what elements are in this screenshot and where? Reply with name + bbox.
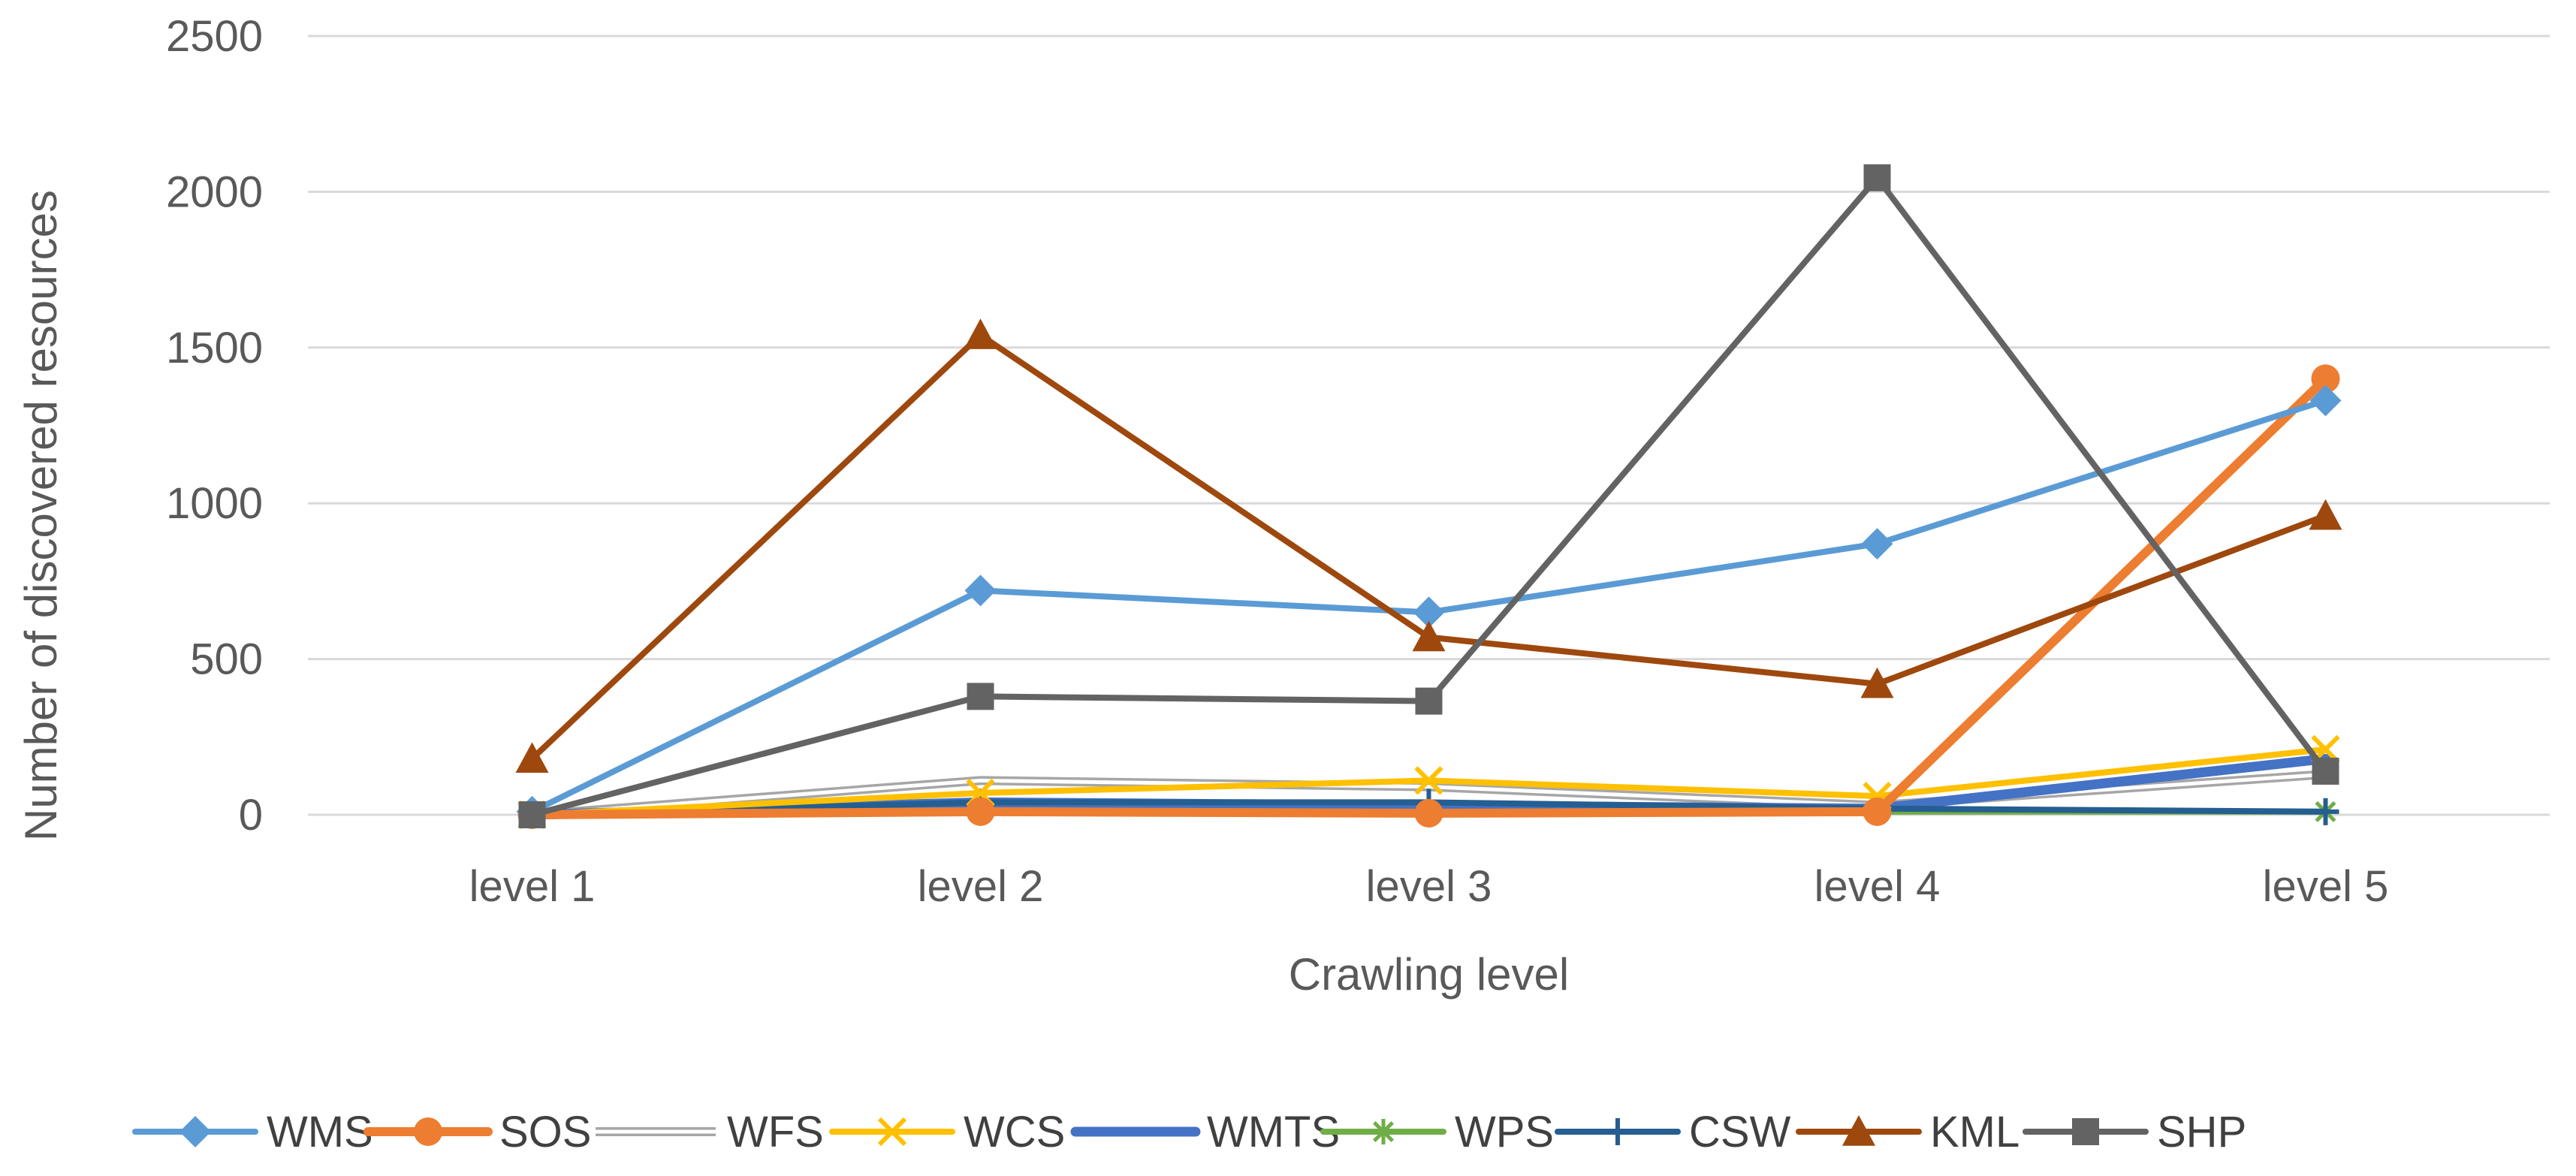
- y-axis-title: Number of discovered resources: [16, 190, 66, 841]
- data-point-marker: [1414, 798, 1443, 828]
- legend-item-wfs: WFS: [596, 1108, 824, 1156]
- series-kml: [515, 318, 2342, 773]
- data-point-marker: [414, 1117, 442, 1146]
- y-tick-label: 0: [239, 791, 263, 840]
- data-point-marker: [2072, 1118, 2099, 1145]
- legend-item-wms: WMS: [132, 1108, 373, 1156]
- x-axis-title: Crawling level: [1289, 949, 1569, 1000]
- data-point-marker: [1863, 164, 1891, 191]
- data-point-marker: [1412, 620, 1446, 652]
- data-point-marker: [1372, 1119, 1395, 1144]
- data-point-marker: [1861, 528, 1893, 560]
- data-point-marker: [2312, 757, 2339, 785]
- y-tick-label: 1500: [166, 324, 263, 372]
- legend-label: CSW: [1689, 1108, 1791, 1156]
- data-point-marker: [518, 801, 546, 828]
- data-point-marker: [877, 1117, 907, 1147]
- legend-label: WPS: [1455, 1108, 1554, 1156]
- data-point-marker: [2309, 499, 2342, 530]
- series-lines: [515, 164, 2342, 830]
- y-tick-labels: 0 500 1000 1500 2000 2500: [166, 12, 263, 840]
- data-point-marker: [1842, 1115, 1875, 1146]
- data-point-marker: [964, 318, 997, 349]
- legend-item-sos: SOS: [363, 1108, 592, 1156]
- data-point-marker: [964, 574, 997, 607]
- y-tick-label: 1000: [166, 479, 263, 528]
- legend-label: WMS: [267, 1108, 373, 1156]
- legend-label: WFS: [727, 1108, 824, 1156]
- data-point-marker: [967, 683, 994, 710]
- data-point-marker: [2312, 798, 2339, 825]
- data-point-marker: [179, 1116, 211, 1147]
- legend-item-wmts: WMTS: [1070, 1108, 1340, 1156]
- data-point-marker: [2309, 384, 2342, 417]
- x-tick-label: level 2: [918, 862, 1044, 911]
- legend-label: SOS: [499, 1108, 592, 1156]
- data-point-marker: [1415, 687, 1443, 715]
- y-tick-label: 2000: [166, 167, 263, 216]
- legend-label: SHP: [2157, 1108, 2246, 1156]
- x-tick-label: level 1: [469, 862, 596, 911]
- x-tick-label: level 3: [1366, 862, 1492, 911]
- data-point-marker: [966, 797, 995, 826]
- gridlines: [308, 35, 2550, 816]
- data-point-marker: [1414, 766, 1443, 795]
- series-shp: [518, 164, 2339, 828]
- legend-label: KML: [1930, 1108, 2019, 1156]
- data-point-marker: [1863, 797, 1892, 826]
- legend-item-wps: WPS: [1320, 1108, 1554, 1156]
- y-tick-label: 2500: [166, 12, 263, 61]
- legend-item-kml: KML: [1796, 1108, 2019, 1156]
- data-point-marker: [2311, 364, 2340, 394]
- data-point-marker: [1860, 667, 1894, 698]
- x-tick-label: level 5: [2263, 862, 2389, 911]
- data-point-marker: [1413, 596, 1445, 629]
- data-point-marker: [515, 742, 549, 773]
- legend-item-csw: CSW: [1555, 1108, 1791, 1156]
- legend-item-wcs: WCS: [829, 1108, 1065, 1156]
- y-tick-label: 500: [190, 635, 263, 684]
- series-line-shp: [529, 174, 2329, 818]
- data-point-marker: [1604, 1118, 1631, 1145]
- legend-label: WMTS: [1207, 1108, 1340, 1156]
- series-wms: [516, 384, 2342, 828]
- x-tick-labels: level 1 level 2 level 3 level 4 level 5: [469, 862, 2389, 911]
- legend: WMS SOS WFS WCS WMTS WPS CSW KML SHP: [132, 1108, 2246, 1156]
- x-tick-label: level 4: [1814, 862, 1941, 911]
- legend-label: WCS: [964, 1108, 1065, 1156]
- legend-item-shp: SHP: [2022, 1108, 2246, 1156]
